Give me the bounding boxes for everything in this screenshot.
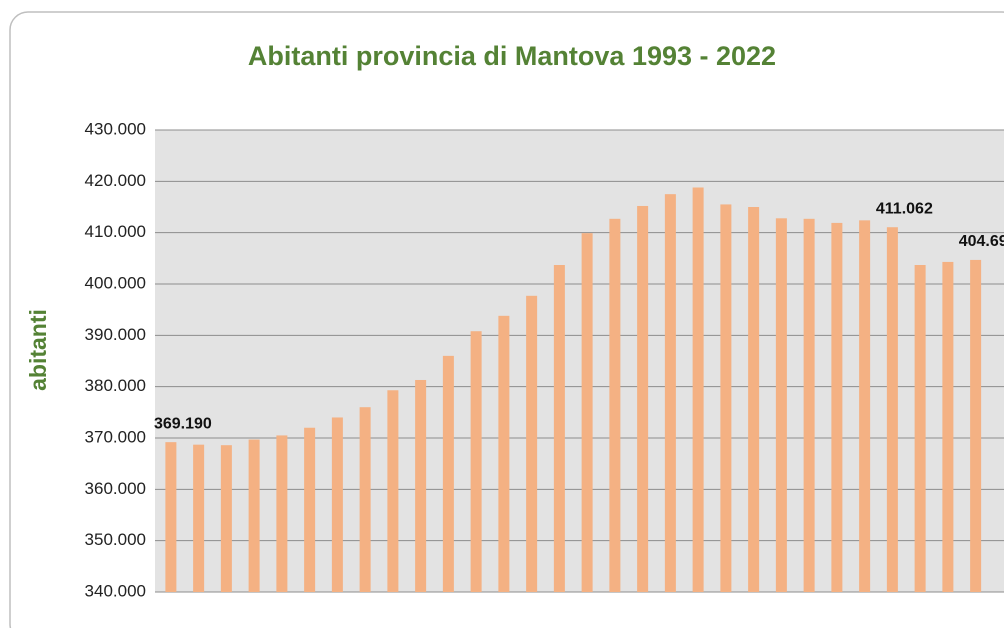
bar — [609, 218, 621, 592]
y-tick-label: 360.000 — [85, 479, 146, 498]
y-tick-label: 350.000 — [85, 530, 146, 549]
y-tick-label: 340.000 — [85, 581, 146, 600]
y-tick-label: 380.000 — [85, 376, 146, 395]
bar — [165, 442, 177, 592]
bar — [886, 227, 898, 592]
y-tick-label: 390.000 — [85, 325, 146, 344]
bar — [720, 204, 732, 592]
bar — [415, 379, 427, 592]
bar — [526, 295, 538, 592]
bar — [498, 315, 510, 592]
value-label: 404.690 — [959, 233, 1004, 250]
bar — [359, 407, 371, 592]
bar — [304, 427, 316, 592]
bar — [637, 205, 649, 592]
value-label: 411.062 — [876, 200, 933, 217]
y-tick-label: 400.000 — [85, 273, 146, 292]
bar — [942, 261, 954, 592]
bar — [276, 435, 288, 592]
bar — [748, 207, 760, 592]
bar — [193, 444, 205, 592]
value-label: 369.190 — [154, 415, 212, 432]
bar — [775, 218, 787, 592]
bar — [553, 265, 565, 592]
bar — [387, 390, 399, 592]
y-axis-label: abitanti — [25, 309, 51, 391]
y-tick-label: 370.000 — [85, 427, 146, 446]
bar — [831, 222, 843, 592]
chart-title: Abitanti provincia di Mantova 1993 - 202… — [248, 41, 776, 71]
bar — [970, 259, 982, 592]
bar — [914, 265, 926, 592]
y-tick-label: 420.000 — [85, 171, 146, 190]
bar — [859, 220, 871, 592]
y-tick-label: 430.000 — [85, 119, 146, 138]
bar — [331, 417, 343, 592]
bar — [470, 331, 482, 592]
bar — [803, 218, 815, 592]
bar — [220, 445, 232, 592]
bar — [581, 233, 593, 592]
bar — [248, 439, 260, 592]
bar — [442, 355, 454, 592]
bar — [692, 187, 704, 592]
y-tick-label: 410.000 — [85, 222, 146, 241]
bar — [664, 194, 676, 592]
